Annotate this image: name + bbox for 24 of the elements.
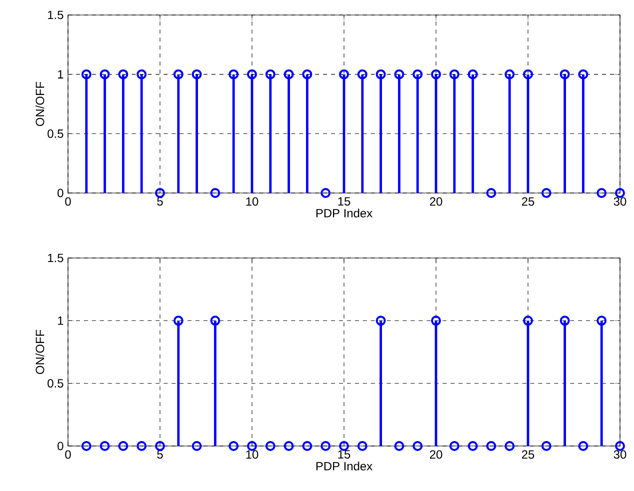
y-tick-label: 1.5 xyxy=(48,10,64,20)
x-tick-label: 0 xyxy=(65,197,71,206)
x-tick-label: 20 xyxy=(430,450,442,459)
x-tick-label: 0 xyxy=(65,450,71,459)
x-axis-title: PDP Index xyxy=(316,462,372,470)
y-tick-label: 0.5 xyxy=(48,379,64,388)
y-tick-label: 1.5 xyxy=(48,254,64,262)
x-tick-label: 15 xyxy=(338,450,350,459)
x-axis-title: PDP Index xyxy=(316,208,372,218)
x-tick-label: 10 xyxy=(246,450,258,459)
y-tick-label: 1 xyxy=(58,70,64,78)
x-tick-label: 30 xyxy=(614,197,626,206)
x-tick-label: 25 xyxy=(522,197,534,206)
x-tick-label: 15 xyxy=(338,197,350,206)
x-tick-label: 25 xyxy=(522,450,534,459)
x-tick-label: 30 xyxy=(614,450,626,459)
y-axis-title: ON/OFF xyxy=(35,82,44,126)
y-tick-label: 0.5 xyxy=(48,129,64,138)
x-tick-label: 20 xyxy=(430,197,442,206)
y-tick-label: 1 xyxy=(58,316,64,325)
y-tick-label: 0 xyxy=(58,188,64,198)
y-axis-title: ON/OFF xyxy=(35,330,44,374)
y-tick-label: 0 xyxy=(58,442,64,450)
x-tick-label: 10 xyxy=(246,197,258,206)
